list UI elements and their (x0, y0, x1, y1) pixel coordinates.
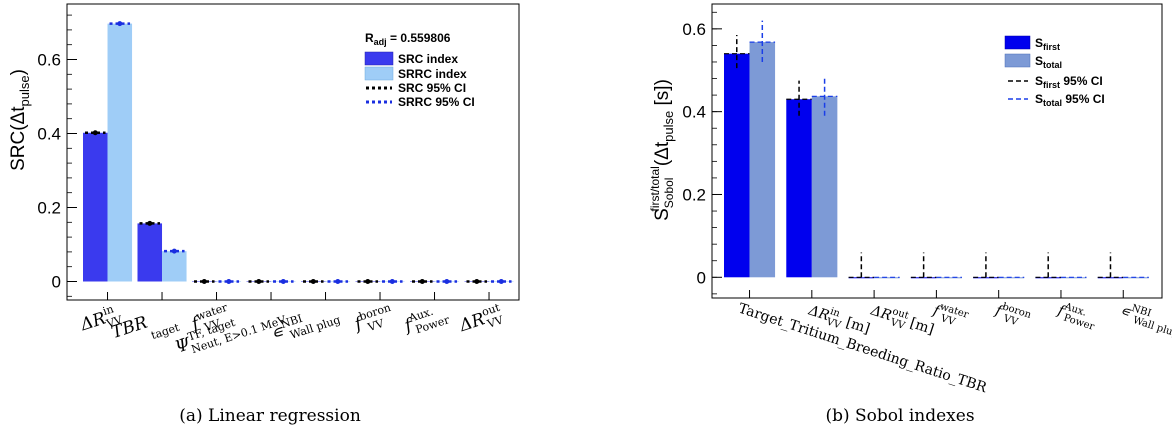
src-legend-srrc-index: SRRC index (398, 67, 467, 81)
sobol-y-axis-label: SSobolfirst/total(Δtpulse [s]) (648, 79, 676, 221)
sobol-y-tick-label: 0.6 (682, 20, 706, 39)
src-caption: (a) Linear regression (179, 406, 361, 426)
sobol-bar (811, 96, 838, 278)
src-legend-src-ci: SRC 95% CI (398, 81, 466, 95)
sobol-bars (724, 20, 1149, 298)
sobol-y-tick-label: 0.4 (682, 103, 706, 122)
src-point (201, 279, 207, 284)
src-point (226, 279, 232, 284)
src-point (92, 130, 98, 136)
sobol-x-category-label: fAux.Power (1054, 299, 1099, 332)
src-y-ticks: 0 0.2 0.4 0.6 (37, 14, 77, 297)
src-bar (137, 223, 163, 282)
src-x-category-label: fAux.Power (399, 301, 451, 340)
src-point (444, 279, 450, 284)
src-point (389, 279, 395, 284)
src-legend-srrc-ci: SRRC 95% CI (398, 95, 475, 109)
src-point (256, 279, 262, 284)
src-y-tick-label: 0.2 (37, 199, 61, 218)
src-point (419, 279, 425, 284)
src-point (365, 279, 371, 284)
src-point (335, 279, 341, 284)
src-legend-src-index: SRC index (398, 52, 458, 66)
sobol-legend-s-total-ci: Stotal 95% CI (1035, 92, 1105, 108)
sobol-caption: (b) Sobol indexes (825, 406, 974, 426)
src-legend-annotation: Radj = 0.559806 (365, 31, 451, 47)
sobol-x-category-label: ΔRoutVV [m] (867, 299, 937, 340)
src-y-tick-label: 0.4 (37, 125, 61, 144)
sobol-legend-swatch-first (1004, 35, 1031, 50)
src-bar (107, 23, 133, 282)
sobol-legend-s-first: Sfirst (1035, 36, 1060, 52)
sobol-bar (786, 99, 812, 278)
src-y-tick-label: 0 (52, 273, 61, 292)
sobol-x-category-label: fboronVV (992, 299, 1033, 331)
src-legend: Radj = 0.559806 SRC index SRRC index SRC… (364, 31, 475, 109)
sobol-chart-panel: 0 0.2 0.4 0.6 Target_Tritium_Breeding_Ratio… (648, 3, 1172, 426)
src-x-category-label: TBRtaget (109, 304, 182, 354)
sobol-x-category-label: ∊NBIWall plug (1117, 300, 1172, 340)
sobol-legend-s-total: Stotal (1035, 54, 1062, 70)
src-x-category-label: ΔRoutVV (455, 301, 506, 340)
src-x-category-label: ∊NBIWall plug (267, 301, 342, 347)
src-y-tick-label: 0.6 (37, 51, 61, 70)
sobol-bar (749, 42, 776, 278)
src-y-axis-label: SRC(Δtpulse) (8, 69, 32, 171)
src-bar (83, 132, 108, 282)
src-legend-swatch-src (364, 51, 394, 66)
sobol-legend-s-first-ci: Sfirst 95% CI (1035, 74, 1103, 90)
src-x-category-label: fboronVV (350, 301, 397, 338)
src-point (171, 248, 177, 254)
sobol-y-ticks: 0 0.2 0.4 0.6 (682, 11, 722, 295)
src-bar (162, 251, 187, 282)
src-legend-swatch-srrc (364, 66, 394, 81)
sobol-plot-frame (711, 3, 1163, 299)
src-point (147, 220, 153, 226)
src-point (474, 279, 480, 284)
sobol-y-tick-label: 0 (697, 268, 706, 287)
sobol-x-category-label: fwaterVV (929, 299, 970, 331)
src-point (498, 279, 504, 284)
src-plot-frame (66, 3, 520, 301)
sobol-legend: Sfirst Stotal Sfirst 95% CI Stotal 95% C… (1004, 35, 1105, 108)
src-point (310, 279, 316, 284)
src-point (117, 21, 123, 27)
sobol-y-tick-label: 0.2 (682, 185, 706, 204)
src-point (280, 279, 286, 284)
sobol-x-category-labels: Target_Tritium_Breeding_Ratio_TBRΔRinVV … (736, 299, 1172, 397)
sobol-legend-swatch-total (1004, 53, 1031, 68)
sobol-bar (724, 53, 750, 278)
src-bars (83, 21, 514, 300)
